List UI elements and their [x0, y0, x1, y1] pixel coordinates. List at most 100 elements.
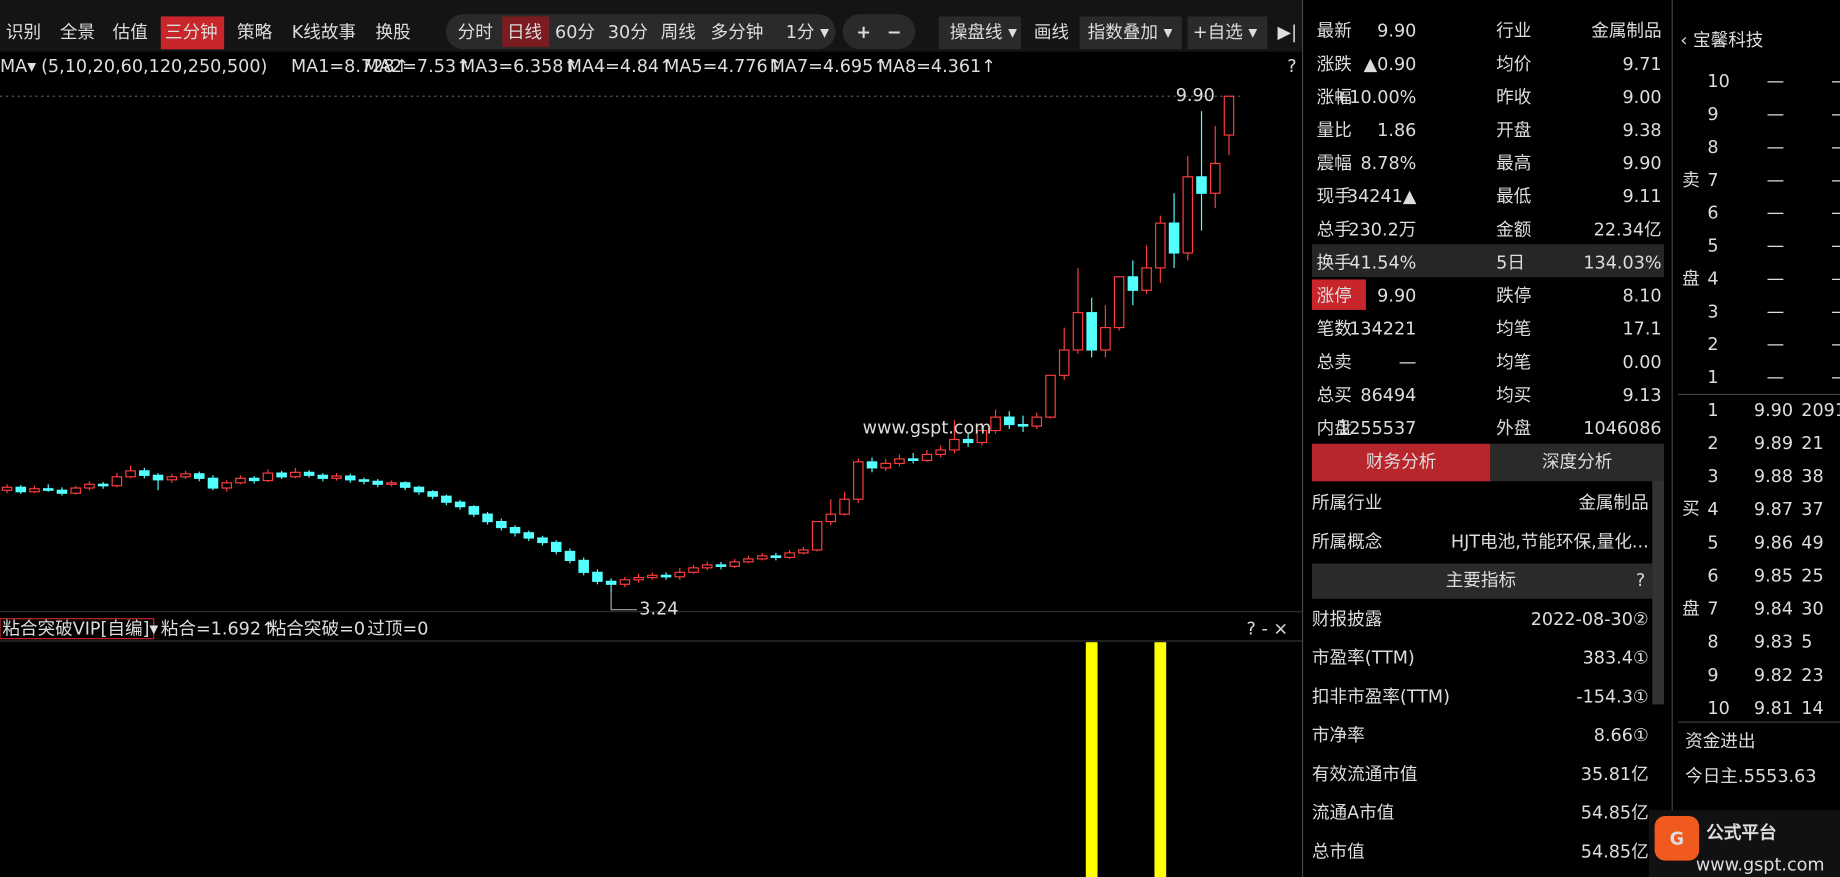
- toolbar-button[interactable]: 策略: [237, 23, 273, 43]
- book-price: 9.83: [1754, 633, 1793, 653]
- ma-value: MA5=4.776↑: [664, 57, 782, 77]
- logo-mark: G: [1670, 829, 1684, 849]
- quote-value: 9.13: [1622, 386, 1661, 406]
- book-level: 3: [1707, 467, 1718, 487]
- tab-label[interactable]: 财务分析: [1366, 453, 1436, 473]
- quote-value: 金属制品: [1591, 22, 1661, 42]
- indicator-value: 过顶=0: [367, 619, 428, 639]
- scrollbar: [1652, 446, 1664, 705]
- candle-body: [1168, 222, 1180, 254]
- high-label: 9.90: [1176, 86, 1215, 106]
- candle-body: [248, 477, 260, 482]
- quote-value: 1255537: [1338, 419, 1416, 439]
- quote-label: 金额: [1496, 220, 1532, 240]
- candle-body: [1155, 222, 1166, 269]
- quote-label: 外盘: [1496, 419, 1531, 439]
- book-level: 8: [1707, 633, 1718, 653]
- quote-label: 现手: [1317, 187, 1352, 207]
- toolbar-button[interactable]: 估值: [113, 23, 148, 43]
- candle-body: [811, 521, 823, 551]
- tab-active[interactable]: [1311, 443, 1491, 482]
- book-volume: —: [1831, 237, 1840, 257]
- flow-label: 今日主..: [1685, 767, 1749, 787]
- candle-body: [413, 486, 425, 493]
- info-value[interactable]: HJT电池,节能环保,量化...: [1451, 532, 1649, 552]
- quote-value: 22.34亿: [1594, 220, 1662, 240]
- indicator-value: 粘合突破=0: [269, 619, 365, 639]
- period-button[interactable]: 周线: [661, 23, 696, 43]
- tab-label[interactable]: 深度分析: [1542, 453, 1612, 473]
- toolbar-button[interactable]: 识别: [6, 23, 41, 43]
- period-button[interactable]: 60分: [555, 23, 595, 43]
- candle-body: [427, 491, 438, 497]
- ma-params: (5,10,20,60,120,250,500): [41, 57, 267, 77]
- book-level: 6: [1707, 566, 1718, 586]
- flow-title: 资金进出: [1685, 732, 1755, 752]
- candle-body: [482, 513, 493, 523]
- indicator-controls[interactable]: ? - ×: [1247, 619, 1289, 639]
- candle-body: [537, 537, 548, 544]
- toolbar-button[interactable]: 全景: [60, 23, 95, 43]
- quote-value: 1.86: [1377, 121, 1416, 141]
- period-button[interactable]: 多分钟: [711, 23, 764, 43]
- zoom-button[interactable]: +: [856, 23, 871, 43]
- ma-label[interactable]: MA▾: [0, 57, 36, 77]
- metric-label: 扣非市盈率(TTM): [1312, 687, 1450, 707]
- metric-label: 流通A市值: [1312, 804, 1394, 824]
- candle-body: [784, 552, 795, 558]
- metric-value: 35.81亿: [1581, 765, 1649, 785]
- metric-label: 市盈率(TTM): [1312, 649, 1415, 669]
- tool-button[interactable]: 画线: [1034, 23, 1069, 43]
- quote-value: 9.11: [1622, 187, 1661, 207]
- book-volume: 14: [1801, 699, 1823, 719]
- candle-body: [756, 555, 768, 560]
- candle-body: [262, 472, 274, 482]
- tool-bg: [938, 16, 1021, 50]
- period-button[interactable]: 日线: [507, 23, 542, 43]
- book-volume: —: [1831, 72, 1840, 92]
- candle-body: [1196, 176, 1207, 194]
- book-price: 9.86: [1754, 533, 1793, 553]
- candle-body: [839, 498, 850, 515]
- book-price: —: [1767, 105, 1785, 125]
- help[interactable]: ?: [1287, 57, 1296, 77]
- quote-value: 41.54%: [1349, 253, 1416, 273]
- quote-value: 134221: [1349, 320, 1416, 340]
- zoom-button[interactable]: −: [887, 23, 902, 43]
- quote-label: 换手: [1317, 253, 1352, 273]
- ma-value: MA8=4.361↑: [878, 57, 996, 77]
- toolbar-button[interactable]: 换股: [376, 23, 411, 43]
- book-price: 9.81: [1754, 699, 1793, 719]
- row-highlight: [1311, 244, 1664, 278]
- period-button[interactable]: 1分 ▾: [786, 23, 829, 43]
- book-volume: 21: [1801, 434, 1823, 454]
- tool-button[interactable]: 指数叠加 ▾: [1088, 23, 1173, 43]
- toolbar-button[interactable]: K线故事: [292, 23, 356, 43]
- book-price: 9.87: [1754, 500, 1793, 520]
- tab[interactable]: [1490, 443, 1664, 482]
- collapse-button[interactable]: ▶|: [1278, 23, 1297, 43]
- book-volume: 5: [1801, 633, 1812, 653]
- quote-value: 9.00: [1622, 88, 1661, 108]
- candle-body: [399, 482, 411, 488]
- book-price: —: [1767, 204, 1785, 224]
- period-button[interactable]: 分时: [458, 23, 493, 43]
- tool-button[interactable]: +自选 ▾: [1193, 23, 1258, 43]
- quote-label: 5日: [1496, 253, 1525, 273]
- info-value[interactable]: 金属制品: [1578, 494, 1648, 514]
- candle-body: [619, 579, 631, 585]
- book-side: 盘: [1682, 599, 1700, 619]
- candle-body: [825, 513, 837, 523]
- toolbar-button[interactable]: 三分钟: [165, 23, 218, 43]
- book-volume: —: [1831, 269, 1840, 289]
- book-volume: —: [1831, 105, 1840, 125]
- period-active: [502, 16, 550, 47]
- logo-url: www.gspt.com: [1696, 855, 1825, 875]
- period-button[interactable]: 30分: [608, 23, 648, 43]
- quote-label: 涨停: [1317, 287, 1352, 307]
- candle-body: [578, 559, 589, 573]
- quote-value: 34241▲: [1347, 187, 1417, 207]
- tool-button[interactable]: 操盘线 ▾: [950, 23, 1017, 43]
- candle-body: [42, 488, 54, 491]
- indicator-name[interactable]: 粘合突破VIP[自编]▾: [2, 619, 158, 639]
